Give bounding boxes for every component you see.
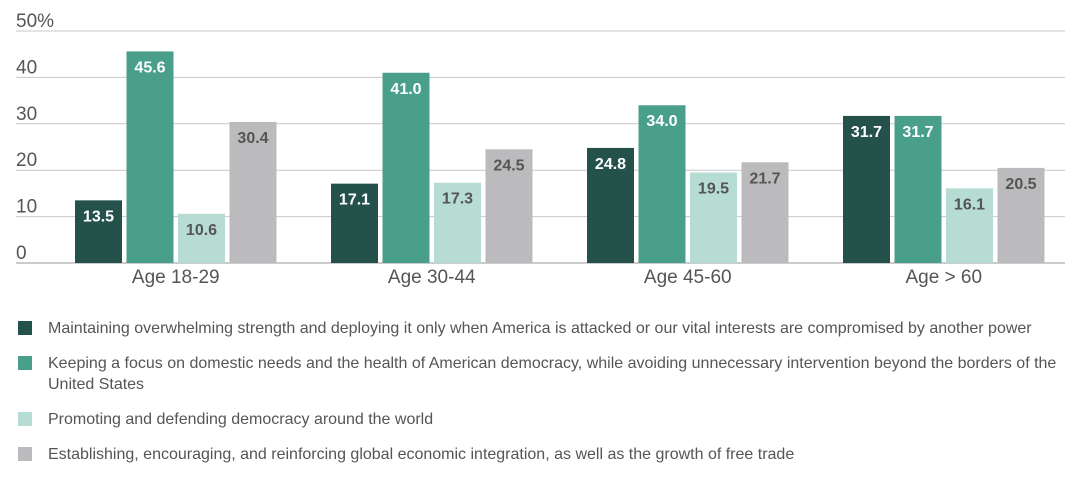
bar-chart: 0 10 20 30 40 50% 13.5 45.6 10.6 30.4 17.1 41.0 17.… [16, 11, 1065, 288]
legend-swatch [18, 412, 32, 426]
legend-label: Establishing, encouraging, and reinforci… [48, 446, 795, 463]
legend-swatch [18, 356, 32, 370]
data-label: 34.0 [646, 113, 677, 130]
bar [997, 167, 1045, 263]
legend-label: Maintaining overwhelming strength and de… [48, 320, 1032, 337]
bar [843, 115, 890, 263]
y-tick-label: 30 [16, 104, 37, 125]
bar [382, 72, 430, 263]
y-axis-ticks: 0 10 20 30 40 50% [16, 11, 54, 264]
legend-item: Keeping a focus on domestic needs and th… [18, 353, 1065, 395]
legend-label: Promoting and defending democracy around… [48, 411, 434, 428]
x-tick-label: Age 45-60 [644, 267, 732, 288]
y-tick-label: 40 [16, 57, 37, 78]
legend: Maintaining overwhelming strength and de… [18, 318, 1065, 479]
bar [178, 213, 225, 263]
data-label: 19.5 [698, 181, 729, 198]
data-label: 45.6 [134, 59, 165, 76]
data-label: 10.6 [186, 222, 217, 239]
legend-swatch [18, 447, 32, 461]
data-label: 17.1 [339, 192, 370, 209]
data-label: 31.7 [902, 124, 933, 141]
x-tick-label: Age 30-44 [388, 267, 476, 288]
bar [229, 121, 277, 263]
legend-label: Keeping a focus on domestic needs and th… [48, 355, 1057, 393]
bars [75, 51, 1045, 264]
bar [690, 172, 737, 263]
y-tick-label: 20 [16, 150, 37, 171]
bar [946, 188, 993, 263]
bar [741, 162, 789, 263]
bar [638, 105, 686, 264]
legend-item: Promoting and defending democracy around… [18, 409, 1065, 430]
data-label: 16.1 [954, 196, 985, 213]
bar [75, 200, 122, 263]
data-label: 24.8 [595, 156, 626, 173]
bar [587, 147, 634, 263]
y-tick-label: 50% [16, 11, 54, 32]
data-label: 30.4 [237, 130, 268, 147]
value-labels: 13.5 45.6 10.6 30.4 17.1 41.0 17.3 24.5 24.8 34.0… [83, 59, 1037, 238]
category-labels: Age 18-29 Age 30-44 Age 45-60 Age > 60 [132, 267, 982, 288]
x-tick-label: Age 18-29 [132, 267, 220, 288]
bar [434, 182, 481, 263]
legend-item: Maintaining overwhelming strength and de… [18, 318, 1065, 339]
bar [894, 115, 942, 263]
data-label: 41.0 [390, 81, 421, 98]
y-tick-label: 0 [16, 243, 27, 264]
y-tick-label: 10 [16, 197, 37, 218]
data-label: 31.7 [851, 124, 882, 141]
data-label: 21.7 [749, 170, 780, 187]
data-label: 20.5 [1005, 176, 1036, 193]
data-label: 24.5 [493, 157, 524, 174]
legend-swatch [18, 321, 32, 335]
bar [485, 149, 533, 263]
legend-item: Establishing, encouraging, and reinforci… [18, 444, 1065, 465]
x-tick-label: Age > 60 [905, 267, 982, 288]
bar [331, 183, 378, 263]
data-label: 17.3 [442, 191, 473, 208]
data-label: 13.5 [83, 208, 114, 225]
bar [126, 51, 174, 263]
